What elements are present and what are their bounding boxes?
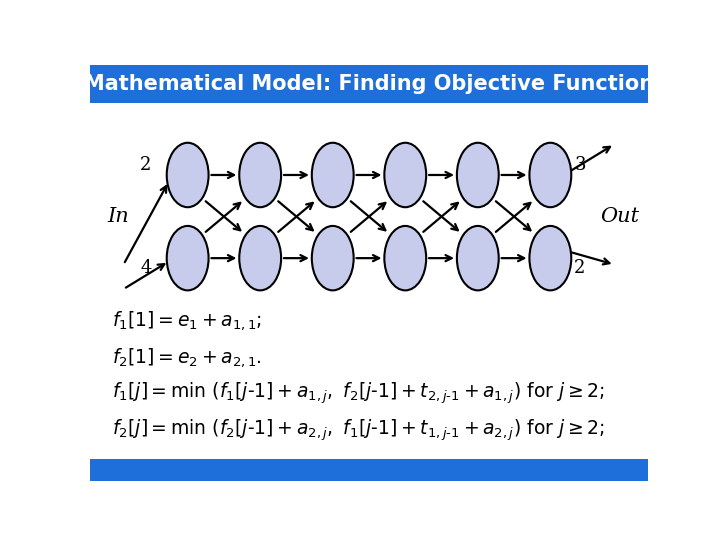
Text: 4: 4 [140,259,151,276]
Text: 3: 3 [574,157,585,174]
Ellipse shape [239,143,281,207]
Ellipse shape [312,226,354,291]
Ellipse shape [457,143,499,207]
Ellipse shape [529,226,571,291]
Text: Out: Out [600,207,639,226]
Bar [90,65,648,103]
Ellipse shape [239,226,281,291]
Ellipse shape [167,143,209,207]
Ellipse shape [384,226,426,291]
Text: 2: 2 [140,157,151,174]
Bar [90,459,648,481]
Ellipse shape [457,226,499,291]
Text: $f_2[1] = e_2 + a_{2,1}.$: $f_2[1] = e_2 + a_{2,1}.$ [112,346,262,369]
Text: 2: 2 [575,259,585,276]
Text: $f_1[j] = \min\ (f_1[j\text{-}1] + a_{1,j},\ f_2[j\text{-}1] + t_{2,j\text{-}1} : $f_1[j] = \min\ (f_1[j\text{-}1] + a_{1,… [112,381,605,407]
Ellipse shape [167,226,209,291]
Ellipse shape [312,143,354,207]
Text: $f_1[1] = e_1 + a_{1,1};$: $f_1[1] = e_1 + a_{1,1};$ [112,309,263,332]
Text: $f_2[j] = \min\ (f_2[j\text{-}1] + a_{2,j},\ f_1[j\text{-}1] + t_{1,j\text{-}1} : $f_2[j] = \min\ (f_2[j\text{-}1] + a_{2,… [112,417,605,443]
Text: In: In [107,207,129,226]
Text: Mathematical Model: Finding Objective Function: Mathematical Model: Finding Objective Fu… [84,74,654,94]
Ellipse shape [384,143,426,207]
Ellipse shape [529,143,571,207]
